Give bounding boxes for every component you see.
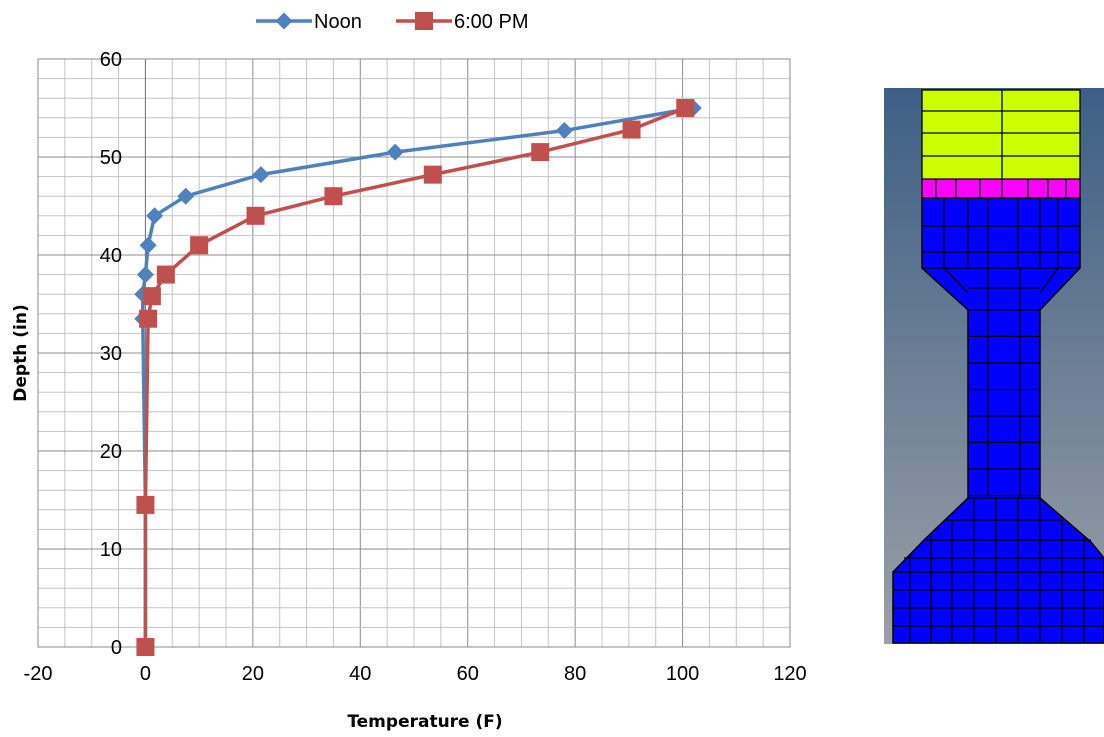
data-point-marker [531,143,550,162]
mesh-edge [1039,267,1059,294]
data-point-marker [177,187,195,205]
series-six-pm [136,99,695,656]
top-layer-outline [921,89,1081,199]
data-point-marker [139,236,157,254]
data-point-marker [146,207,164,225]
x-tick-label: 0 [140,663,151,685]
data-point-marker [324,187,343,206]
data-point-marker [136,495,155,514]
x-axis-title: Temperature (F) [347,712,502,732]
data-point-marker [190,236,209,255]
series-noon [134,99,702,656]
y-tick-label: 30 [100,343,122,365]
x-tick-label: 80 [564,663,586,685]
chart-series [134,99,702,656]
x-tick-label: 60 [457,663,479,685]
y-tick-label: 50 [100,147,122,169]
chart-gridlines [37,58,791,648]
data-point-marker [156,265,175,284]
y-tick-label: 60 [100,49,122,71]
y-tick-label: 20 [100,441,122,463]
x-tick-label: -20 [24,663,53,685]
axis-tick-labels: -20 0 20 40 60 80 100 120 0 10 20 30 40 50 60 [24,49,807,685]
mesh-edge [943,267,969,294]
legend-label: Noon [314,11,362,33]
mesh-body [892,90,1104,644]
data-point-marker [252,166,270,184]
chart-legend: Noon 6:00 PM [256,11,528,33]
legend-item: 6:00 PM [396,11,528,33]
interface-layer-region [922,179,1080,198]
data-point-marker [139,309,158,328]
plot-area-border [37,58,791,648]
x-tick-label: 100 [666,663,699,685]
finite-element-mesh-diagram [884,88,1104,644]
data-point-marker [386,143,404,161]
y-tick-label: 10 [100,539,122,561]
data-point-marker [676,99,695,117]
y-axis-title: Depth (in) [11,304,31,401]
data-point-marker [423,165,442,184]
y-tick-label: 40 [100,245,122,267]
data-point-marker [142,287,161,306]
data-point-marker [136,638,155,656]
data-point-marker [622,120,641,139]
x-tick-label: 120 [773,663,806,685]
top-layer-region [922,90,1080,179]
mesh-element-edges [893,89,1104,643]
series-line [140,106,694,647]
data-point-marker [136,266,154,284]
legend-marker [415,12,433,30]
legend-item: Noon [256,11,362,33]
data-point-marker [555,122,573,140]
x-tick-label: 20 [242,663,264,685]
legend-marker [275,12,293,30]
x-tick-label: 40 [349,663,371,685]
data-point-marker [246,206,265,225]
series-line [143,106,686,647]
y-tick-label: 0 [111,637,122,659]
body-region [892,197,1104,644]
temperature-depth-chart: -20 0 20 40 60 80 100 120 0 10 20 30 40 50 60 Noon 6:00… [11,11,807,732]
legend-label: 6:00 PM [454,11,528,33]
